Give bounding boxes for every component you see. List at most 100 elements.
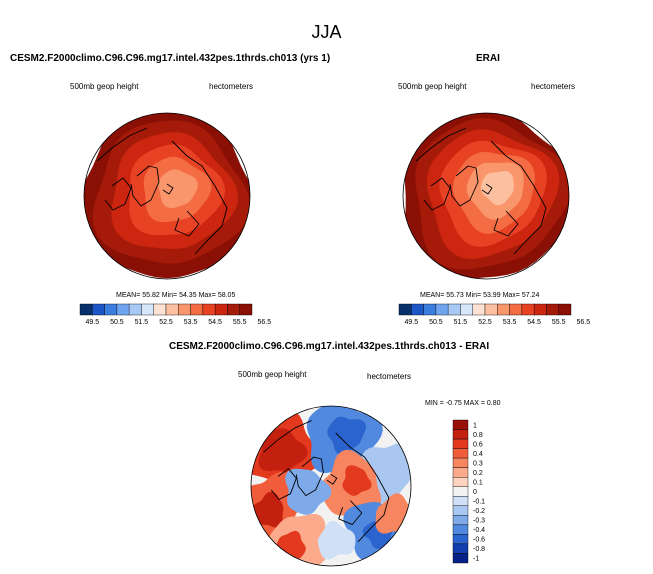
panel2-colorbar-swatch <box>546 303 559 316</box>
panel2-colorbar-swatch <box>472 303 486 316</box>
panel2-colorbar-swatch <box>533 303 547 316</box>
panel3-colorbar-swatch <box>452 438 469 449</box>
panel3-min-label: MIN = <box>425 400 444 407</box>
panel3-coastline <box>326 474 338 485</box>
panel2-colorbar-swatch <box>521 303 535 316</box>
panel2-map <box>404 113 569 279</box>
panel3-field-label: 500mb geop height <box>238 370 307 379</box>
panel3-colorbar-swatch <box>452 477 469 487</box>
panel3-coastline <box>263 420 312 453</box>
panel2-colorbar: 49.5 50.5 51.5 52.5 53.5 54.5 55.5 56.5 <box>398 303 590 326</box>
panel2-contour-band <box>481 171 514 206</box>
panel3-anomaly-region <box>258 428 308 471</box>
panel3-colorbar-swatch <box>452 553 469 564</box>
panel2-mean-label: MEAN= <box>420 292 445 299</box>
panel3-min-value: -0.75 <box>445 400 462 407</box>
panel3-anomaly-region <box>252 491 284 528</box>
panel1-coastline <box>174 210 200 237</box>
panel2-colorbar-tick-label: 55.5 <box>552 319 566 326</box>
panel3-anomaly-region <box>317 520 356 560</box>
panel3-colorbar-swatch <box>452 524 469 535</box>
panel3-colorbar-swatch <box>452 534 469 545</box>
panel3-colorbar-swatch <box>452 496 469 506</box>
panel1-mean-value: 55.82 <box>142 292 160 299</box>
panel2-colorbar-swatch <box>447 303 461 316</box>
panel1-colorbar-tick-label: 55.5 <box>233 319 247 326</box>
panel1-max-value: 58.05 <box>217 292 236 299</box>
panel2-coastline <box>423 177 451 211</box>
panel3-colorbar-tick-label: -0.6 <box>473 537 485 544</box>
panel2-colorbar-swatch <box>484 303 498 316</box>
panel1-colorbar-swatch <box>227 303 240 316</box>
panel3-coastline <box>295 456 324 497</box>
panel2-colorbar-swatch <box>558 303 572 316</box>
panel3-stats: MIN = -0.75 MAX = 0.80 <box>425 400 501 407</box>
panel2-colorbar-tick-label: 56.5 <box>576 319 590 326</box>
panel2-colorbar-tick-label: 52.5 <box>478 319 492 326</box>
panel1-map <box>84 113 250 279</box>
panel3-max-value: 0.80 <box>486 400 501 407</box>
panel3-colorbar-swatch <box>452 419 469 430</box>
panel1-colorbar-swatch <box>190 303 204 316</box>
panel2-colorbar-swatch <box>497 303 510 316</box>
panel1-min-value: 54.35 <box>179 292 197 299</box>
figure-title: JJA <box>311 22 342 42</box>
panel2-colorbar-swatch <box>411 303 424 316</box>
panel1-colorbar-swatch <box>153 303 167 316</box>
panel3-colorbar-swatch <box>452 486 469 497</box>
panel1-colorbar-tick-label: 51.5 <box>135 319 149 326</box>
panel2-colorbar-swatch <box>509 303 523 316</box>
panel2-colorbar-swatch <box>460 303 473 316</box>
panel3-max-label: MAX = <box>463 400 485 407</box>
panel2-colorbar-tick-label: 50.5 <box>429 319 443 326</box>
panel1-coastline <box>171 140 228 255</box>
panel3-colorbar-tick-label: 0.6 <box>473 441 483 448</box>
panel2-colorbar-tick-label: 53.5 <box>503 319 517 326</box>
panel2-colorbar-tick-label: 54.5 <box>527 319 541 326</box>
panel3-colorbar-swatch <box>452 505 469 516</box>
panel3-map <box>251 406 411 566</box>
panel1-coastline <box>162 183 174 195</box>
panel2-min-value: 53.99 <box>483 292 501 299</box>
panel2-title: ERAI <box>476 53 500 64</box>
panel2-colorbar-swatch <box>435 303 449 316</box>
panel1-mean-label: MEAN= <box>116 292 141 299</box>
panel1-colorbar-swatch <box>104 303 118 316</box>
panel3-colorbar: 1 0.8 0.6 0.4 0.3 0.2 0.1 0 -0.1 -0.2 -0.3 -0.4 -0.6… <box>452 419 485 564</box>
panel2-max-value: 57.24 <box>521 292 540 299</box>
panel1-colorbar-swatch <box>239 303 253 316</box>
panel3-units-label: hectometers <box>367 372 412 381</box>
panel2-coastline <box>481 183 493 195</box>
panel3-colorbar-tick-label: -1 <box>473 556 479 563</box>
panel1-colorbar-swatch <box>116 303 130 316</box>
panel1-colorbar-swatch <box>128 303 142 316</box>
panel3-colorbar-tick-label: 0 <box>473 489 477 496</box>
panel1-contour-band <box>158 169 198 209</box>
panel3-colorbar-tick-label: -0.4 <box>473 527 485 534</box>
panel3-colorbar-tick-label: -0.8 <box>473 546 485 553</box>
panel3-colorbar-tick-label: -0.1 <box>473 499 485 506</box>
panel1-colorbar-tick-label: 56.5 <box>257 319 271 326</box>
panel1-colorbar-swatch <box>92 303 105 316</box>
panel3-colorbar-swatch <box>452 457 469 468</box>
panel2-colorbar-tick-label: 49.5 <box>404 319 418 326</box>
panel3-colorbar-tick-label: 0.1 <box>473 480 483 487</box>
panel1-coastline <box>104 177 132 211</box>
panel1-stats: MEAN= 55.82 Min= 54.35 Max= 58.05 <box>116 292 235 299</box>
panel1-colorbar-tick-label: 53.5 <box>184 319 198 326</box>
panel1-colorbar-swatch <box>178 303 191 316</box>
panel1-coastline <box>130 165 160 207</box>
panel1-colorbar-swatch <box>214 303 228 316</box>
panel1-colorbar-swatch <box>202 303 216 316</box>
panel2-colorbar-tick-label: 51.5 <box>454 319 468 326</box>
panel3-anomaly-region <box>327 416 366 455</box>
panel2-coastline <box>493 210 519 237</box>
panel3-colorbar-tick-label: 1 <box>473 422 477 429</box>
panel1-units-label: hectometers <box>209 82 254 91</box>
panel2-colorbar-swatch <box>423 303 437 316</box>
panel3-colorbar-swatch <box>452 467 469 478</box>
panel3-title: CESM2.F2000climo.C96.C96.mg17.intel.432p… <box>169 341 490 352</box>
panel1-colorbar-swatch <box>79 303 93 316</box>
panel3-coastline <box>335 432 390 543</box>
